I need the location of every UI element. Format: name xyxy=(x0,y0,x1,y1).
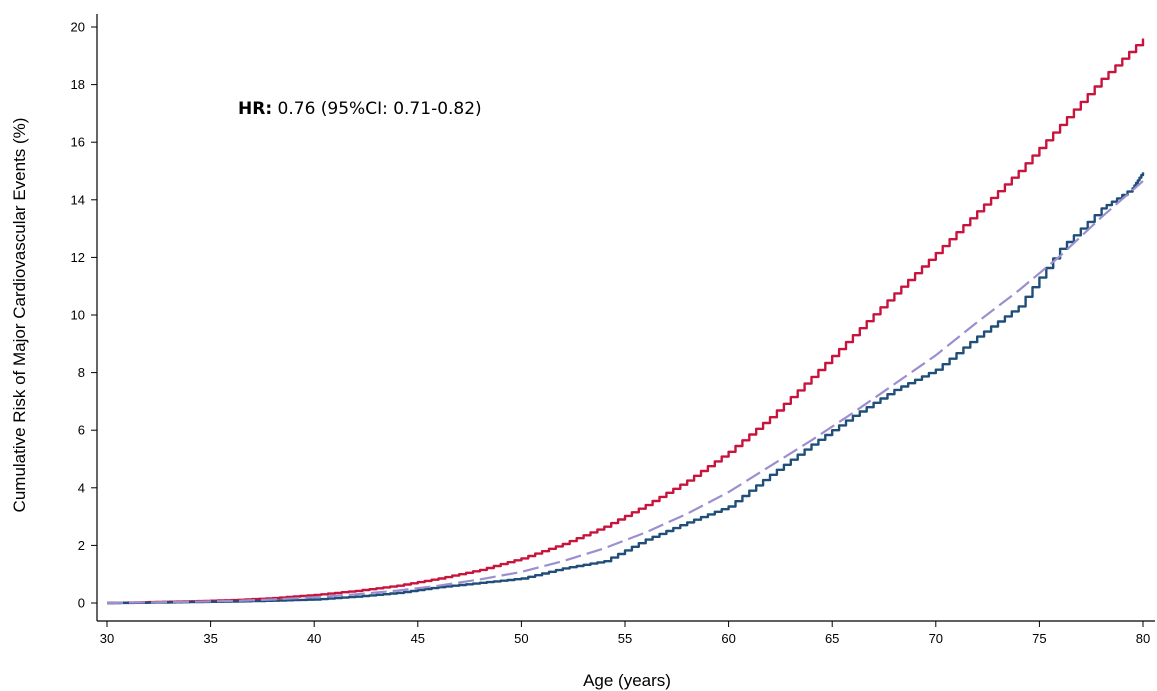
y-tick-label: 0 xyxy=(78,596,85,611)
x-tick-label: 55 xyxy=(618,631,632,646)
y-tick-label: 8 xyxy=(78,365,85,380)
y-tick-label: 16 xyxy=(71,135,85,150)
series-dashed-line xyxy=(106,180,1144,605)
y-tick-label: 4 xyxy=(78,480,85,495)
x-tick-label: 60 xyxy=(721,631,735,646)
axes: 0 2 4 6 8 10 12 14 16 18 20 30 35 40 45 50 55 60 65 70 75 80 xyxy=(71,14,1155,646)
x-tick-label: 40 xyxy=(307,631,321,646)
y-tick-label: 2 xyxy=(78,538,85,553)
x-tick-label: 35 xyxy=(203,631,217,646)
y-tick-label: 10 xyxy=(71,308,85,323)
y-tick-label: 14 xyxy=(71,192,85,207)
x-tick-label: 70 xyxy=(929,631,943,646)
x-tick-label: 50 xyxy=(514,631,528,646)
x-tick-label: 75 xyxy=(1032,631,1046,646)
x-axis-title: Age (years) xyxy=(583,671,671,690)
y-tick-label: 12 xyxy=(71,250,85,265)
hazard-ratio-value: 0.76 (95%CI: 0.71-0.82) xyxy=(272,99,482,119)
series-red-line xyxy=(107,38,1145,605)
x-tick-label: 80 xyxy=(1136,631,1150,646)
y-tick-label: 18 xyxy=(71,77,85,92)
x-ticks: 30 35 40 45 50 55 60 65 70 75 80 xyxy=(100,621,1150,646)
y-axis-title: Cumulative Risk of Major Cardiovascular … xyxy=(10,118,29,513)
series-layer xyxy=(106,38,1145,605)
x-tick-label: 30 xyxy=(100,631,114,646)
y-ticks: 0 2 4 6 8 10 12 14 16 18 20 xyxy=(71,20,97,611)
hazard-ratio-annotation: HR: 0.76 (95%CI: 0.71-0.82) xyxy=(238,99,482,119)
series-blue-line xyxy=(107,172,1145,605)
x-tick-label: 45 xyxy=(411,631,425,646)
y-tick-label: 6 xyxy=(78,423,85,438)
x-tick-label: 65 xyxy=(825,631,839,646)
y-tick-label: 20 xyxy=(71,20,85,35)
hazard-ratio-label: HR: xyxy=(238,99,272,119)
